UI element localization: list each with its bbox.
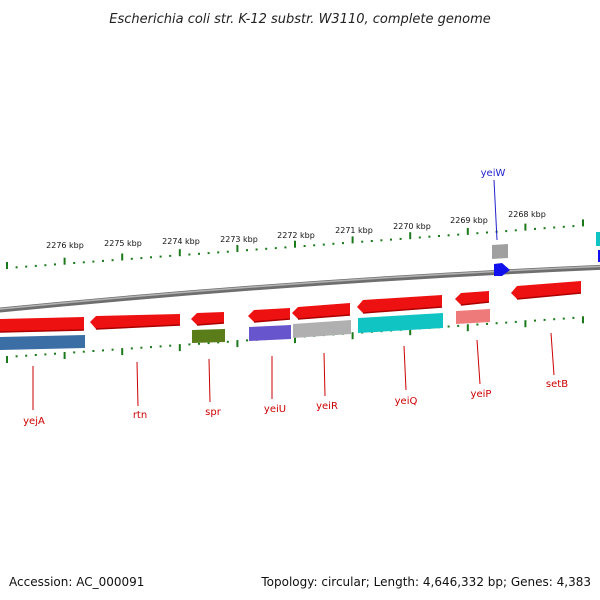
feature-box-yeiR[interactable]	[293, 320, 351, 338]
gene-arrow-shade	[196, 322, 225, 326]
accession-label: Accession: AC_000091	[9, 575, 144, 589]
gene-arrow-shade	[516, 292, 582, 300]
gene-labels: yejA rtn spr yeiU yeiR yeiQ yeiP setB ye…	[23, 168, 568, 427]
genome-backbone-highlight	[0, 265, 600, 310]
gene-arrow-shade	[297, 314, 351, 320]
topology-label: Topology: circular; Length: 4,646,332 bp…	[260, 575, 591, 589]
scale-label: 2275 kbp	[104, 239, 142, 248]
feature-box-yeiQ[interactable]	[358, 313, 443, 333]
gene-label-yejA[interactable]: yejA	[23, 416, 45, 427]
feature-box-yejA[interactable]	[0, 335, 85, 350]
leader-line-yeiR	[323, 352, 326, 397]
leader-line-rtn	[136, 361, 139, 407]
gene-label-yeiP[interactable]: yeiP	[471, 389, 492, 400]
outer-scale-ticks	[6, 219, 584, 269]
genome-backbone	[0, 264, 600, 313]
leader-line-spr	[208, 358, 211, 403]
gene-label-yeiQ[interactable]: yeiQ	[395, 396, 418, 407]
gene-label-spr[interactable]: spr	[205, 407, 222, 418]
feature-box-yeiU[interactable]	[249, 325, 291, 341]
feature-box-yeiP[interactable]	[456, 309, 490, 324]
gene-label-rtn[interactable]: rtn	[133, 410, 147, 421]
feature-box-edge-cyan	[596, 232, 600, 246]
gene-arrow-spr[interactable]	[191, 312, 224, 325]
gene-arrow-edge-blue	[598, 250, 600, 262]
feature-box-spr[interactable]	[192, 329, 225, 343]
gene-arrow-yeiP[interactable]	[455, 291, 489, 305]
scale-label: 2271 kbp	[335, 226, 373, 235]
scale-label: 2274 kbp	[162, 237, 200, 246]
gene-arrow-yeiU[interactable]	[248, 308, 290, 322]
gene-label-leaders	[32, 179, 555, 410]
scale-label: 2273 kbp	[220, 235, 258, 244]
gene-arrow-shade	[362, 306, 443, 314]
scale-labels: 2276 kbp 2275 kbp 2274 kbp 2273 kbp 2272…	[46, 210, 546, 250]
scale-label: 2270 kbp	[393, 222, 431, 231]
scale-label: 2268 kbp	[508, 210, 546, 219]
scale-label: 2276 kbp	[46, 241, 84, 250]
gene-arrow-yejA[interactable]	[0, 317, 84, 332]
gene-label-yeiW[interactable]: yeiW	[481, 168, 506, 179]
gene-arrow-shade	[95, 324, 181, 330]
feature-box-yeiW[interactable]	[492, 244, 508, 259]
scale-label: 2269 kbp	[450, 216, 488, 225]
gene-arrow-shade	[253, 318, 291, 323]
gene-label-yeiU[interactable]: yeiU	[264, 404, 286, 415]
leader-line-yeiP	[476, 339, 481, 385]
genome-title: Escherichia coli str. K-12 substr. W3110…	[109, 12, 490, 27]
gene-arrow-yeiR[interactable]	[292, 303, 350, 319]
gene-arrow-shade	[460, 301, 490, 306]
gene-arrow-yeiW[interactable]	[494, 263, 510, 276]
leader-line-yeiQ	[403, 345, 407, 391]
gene-label-yeiR[interactable]: yeiR	[316, 401, 338, 412]
feature-boxes	[0, 309, 490, 350]
gene-arrow-rtn[interactable]	[90, 314, 180, 329]
forward-strand-genes	[492, 232, 600, 276]
reverse-strand-genes	[0, 281, 582, 333]
scale-label: 2272 kbp	[277, 231, 315, 240]
leader-line-setB	[550, 332, 555, 376]
gene-label-setB[interactable]: setB	[546, 379, 568, 390]
gene-arrow-shade	[0, 329, 85, 333]
leader-line-yeiW	[493, 179, 498, 241]
